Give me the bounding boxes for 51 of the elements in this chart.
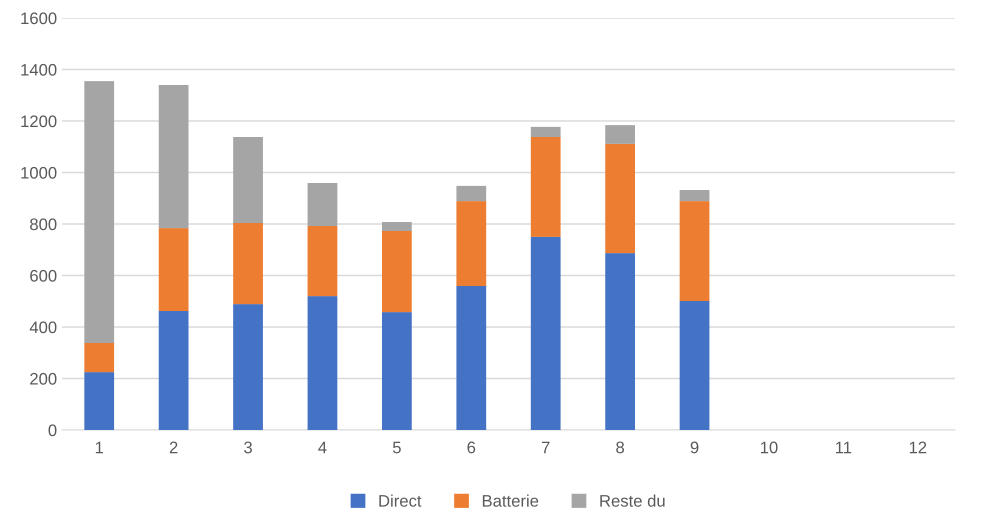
bar <box>158 228 189 312</box>
y-tick-label: 200 <box>30 372 56 385</box>
bar <box>456 201 486 286</box>
bar <box>530 136 561 237</box>
y-tick-label: 1000 <box>21 166 56 179</box>
y-tick-label: 600 <box>30 270 56 282</box>
bar <box>84 372 114 430</box>
bar <box>680 190 710 202</box>
bar <box>233 136 263 223</box>
x-tick-label: 4 <box>318 442 327 454</box>
y-tick-label: 800 <box>30 218 56 230</box>
bar <box>680 201 710 301</box>
bar <box>456 186 486 202</box>
x-tick-label: 10 <box>760 442 778 454</box>
legend-label: Reste du <box>600 494 665 507</box>
x-tick-label: 1 <box>96 442 104 454</box>
bar <box>605 144 636 254</box>
bar <box>84 81 114 343</box>
bar <box>308 296 338 430</box>
x-tick-label: 2 <box>170 442 178 454</box>
x-tick-label: 8 <box>616 442 624 454</box>
bar <box>84 342 114 372</box>
x-tick-label: 7 <box>542 442 550 454</box>
bar <box>233 304 263 430</box>
x-tick-label: 5 <box>392 442 401 454</box>
x-tick-label: 12 <box>910 442 926 454</box>
x-tick-label: 6 <box>468 442 476 454</box>
y-tick-label: 0 <box>48 424 56 436</box>
x-tick-label: 11 <box>836 442 852 454</box>
bar <box>382 230 412 312</box>
bar <box>456 286 486 430</box>
x-tick-label: 9 <box>690 442 698 454</box>
x-tick-label: 3 <box>244 442 252 454</box>
y-tick-label: 1200 <box>21 115 56 128</box>
bar <box>308 183 338 226</box>
bar <box>605 125 636 144</box>
bar <box>530 126 561 137</box>
bar <box>308 226 338 296</box>
bar <box>158 311 189 430</box>
bar <box>382 222 412 231</box>
bar <box>680 300 710 430</box>
bar <box>158 84 189 228</box>
y-tick-label: 1600 <box>21 12 56 24</box>
bar <box>605 253 636 430</box>
bar <box>530 236 561 430</box>
y-tick-label: 400 <box>30 321 56 334</box>
legend-label: Direct <box>379 494 422 507</box>
bar <box>233 222 263 304</box>
legend-label: Batterie <box>482 494 538 507</box>
y-tick-label: 1400 <box>21 64 56 76</box>
bar <box>382 312 412 430</box>
